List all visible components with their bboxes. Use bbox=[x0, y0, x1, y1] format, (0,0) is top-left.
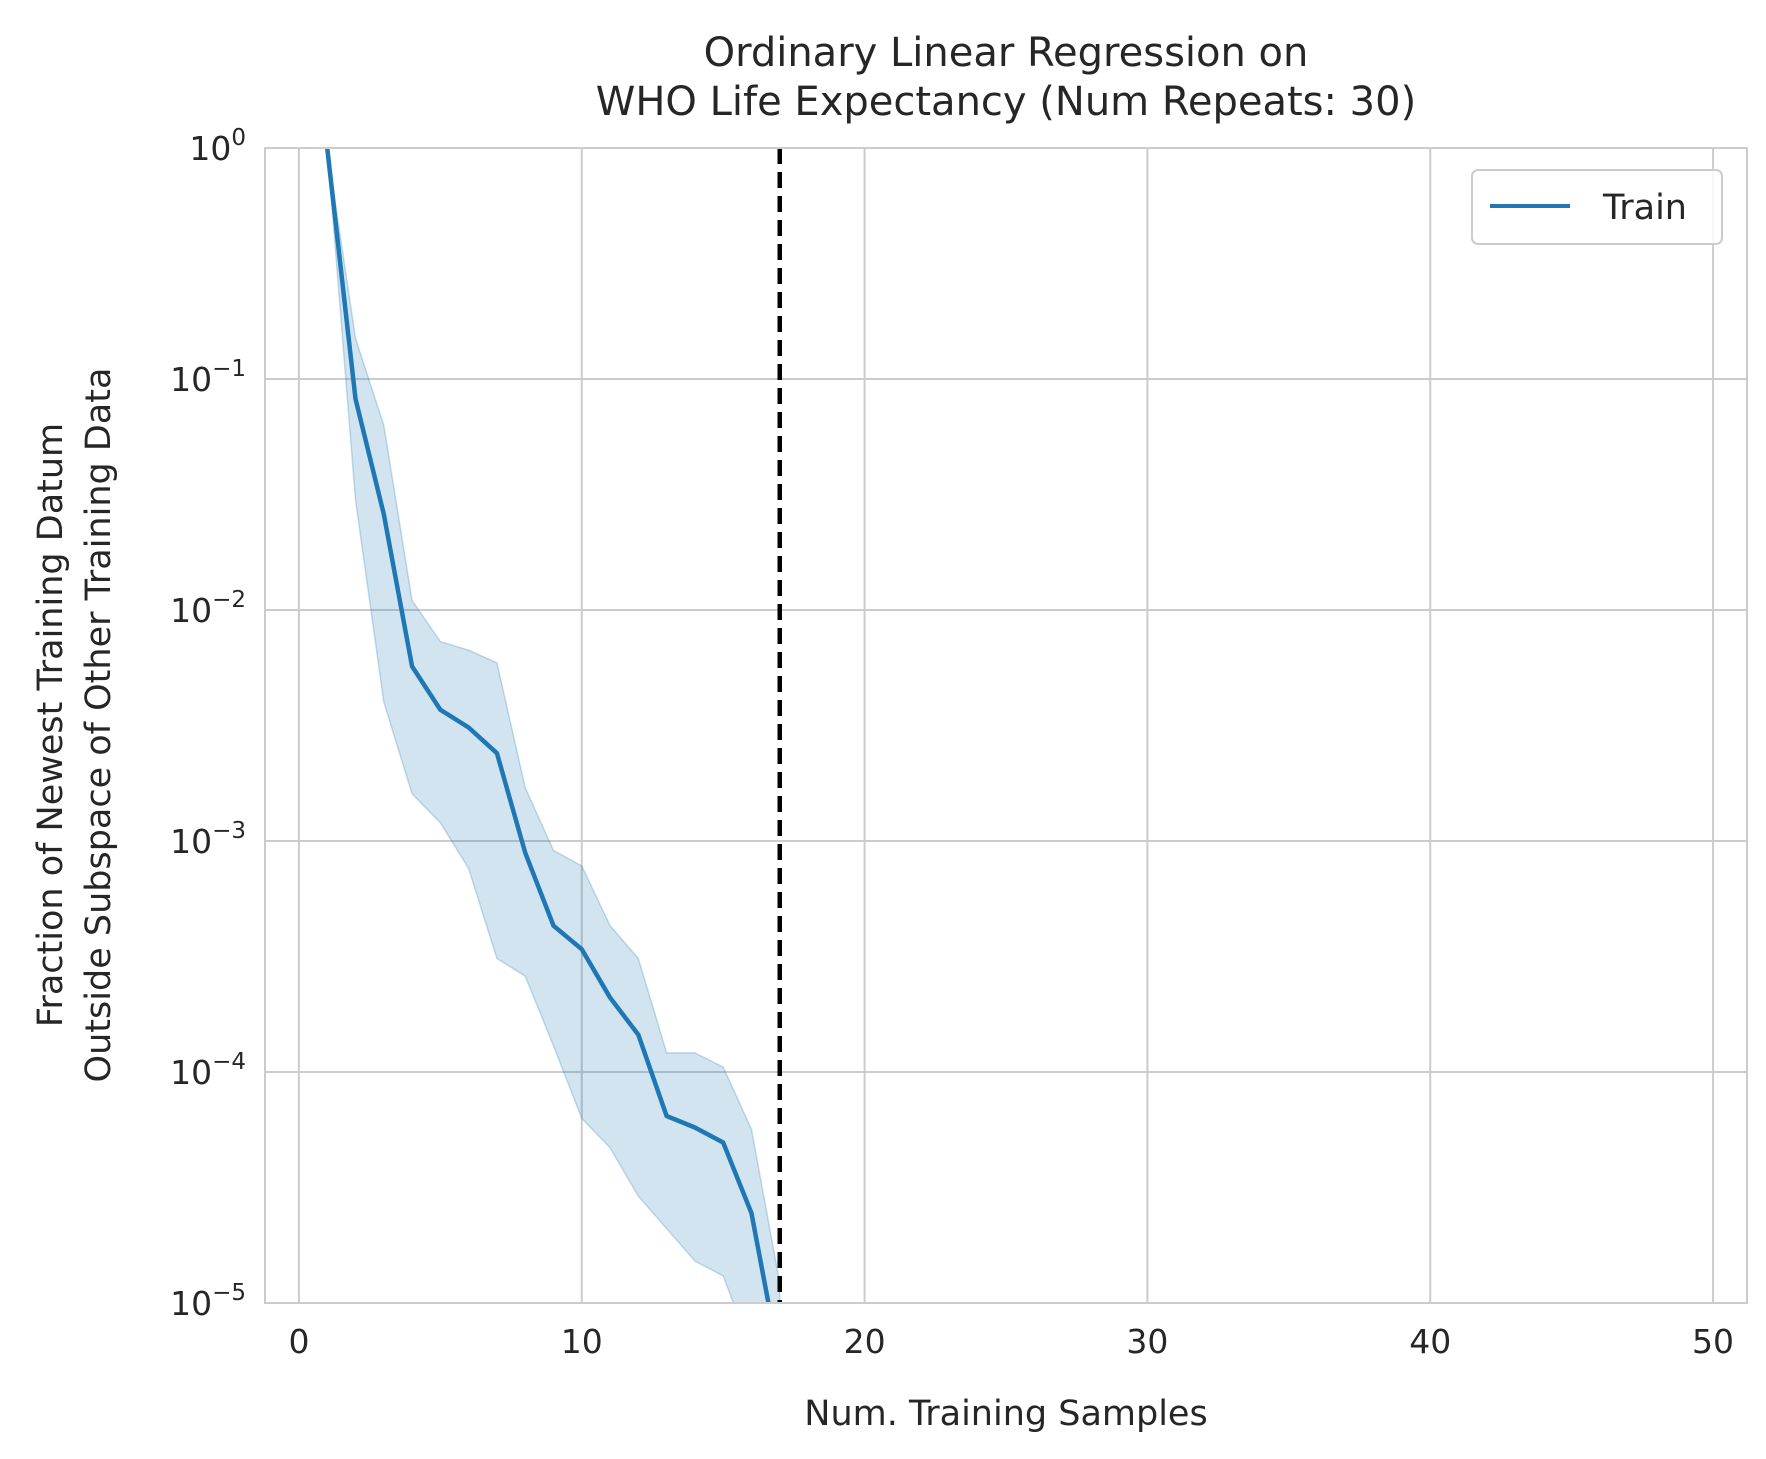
plot-area bbox=[324, 148, 782, 1303]
x-tick-label: 20 bbox=[844, 1322, 886, 1361]
x-tick-label: 50 bbox=[1692, 1322, 1734, 1361]
x-tick-label: 0 bbox=[288, 1322, 309, 1361]
series-line-train bbox=[324, 148, 771, 1303]
chart-title-line-2: WHO Life Expectancy (Num Repeats: 30) bbox=[596, 79, 1416, 125]
x-tick-labels: 0 10 20 30 40 50 bbox=[288, 1322, 1734, 1361]
y-tick-label: 10−2 bbox=[170, 587, 246, 630]
legend-box bbox=[1471, 169, 1723, 245]
y-tick-label: 10−1 bbox=[170, 356, 246, 399]
y-tick-label: 10−5 bbox=[170, 1280, 246, 1323]
series-band-train bbox=[326, 148, 781, 1303]
y-tick-label: 10−4 bbox=[170, 1049, 246, 1092]
y-axis-label-line-1: Fraction of Newest Training Datum bbox=[31, 423, 71, 1027]
legend: Train bbox=[1471, 169, 1723, 245]
y-axis-label-line-2: Outside Subspace of Other Training Data bbox=[79, 368, 119, 1083]
x-tick-label: 10 bbox=[561, 1322, 603, 1361]
x-axis-label: Num. Training Samples bbox=[804, 1394, 1207, 1434]
x-tick-label: 40 bbox=[1409, 1322, 1451, 1361]
plot-frame bbox=[264, 147, 1748, 1304]
x-tick-label: 30 bbox=[1126, 1322, 1168, 1361]
y-tick-labels: 100 10−1 10−2 10−3 10−4 10−5 bbox=[170, 125, 246, 1323]
legend-label-train: Train bbox=[1602, 188, 1687, 228]
y-tick-label: 100 bbox=[189, 125, 246, 168]
grid bbox=[265, 147, 1747, 1304]
y-tick-label: 10−3 bbox=[170, 818, 246, 861]
chart-title-line-1: Ordinary Linear Regression on bbox=[704, 30, 1309, 76]
